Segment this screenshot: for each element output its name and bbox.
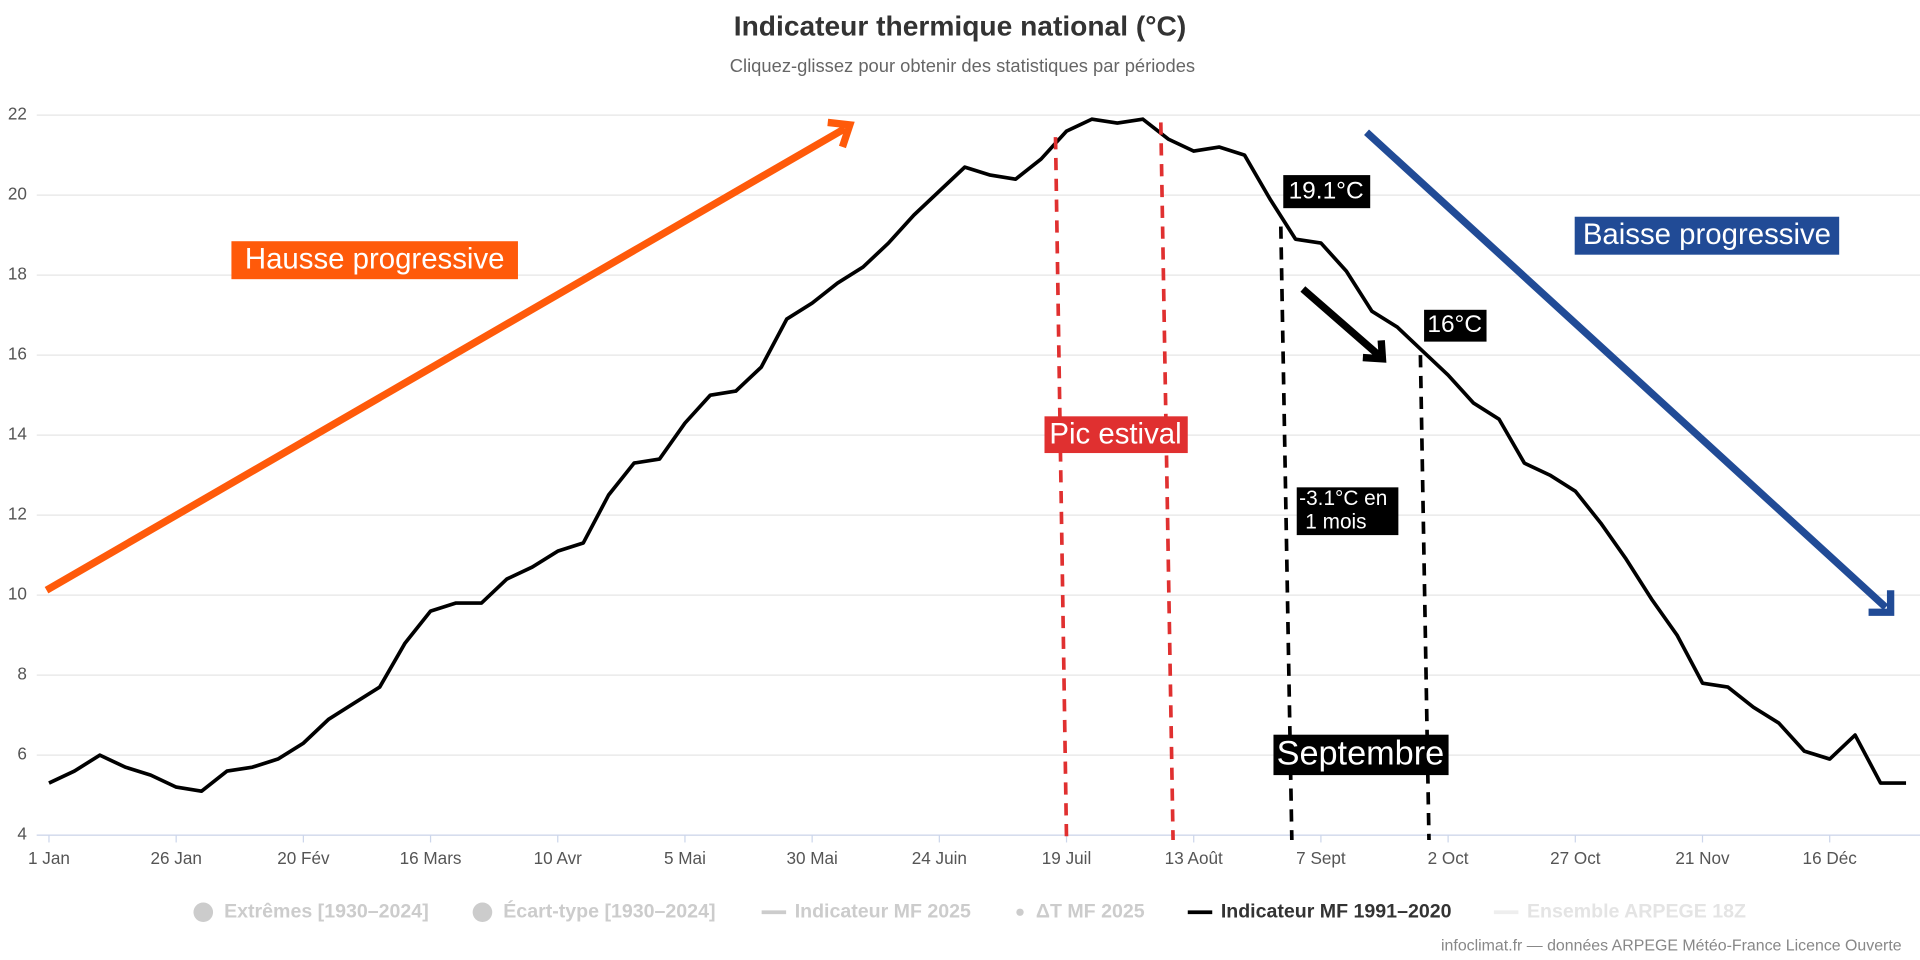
- x-tick-label: 30 Mai: [786, 848, 837, 868]
- label-box: [1044, 416, 1188, 454]
- y-tick-label: 22: [8, 104, 27, 124]
- credit: infoclimat.fr — données ARPEGE Météo-Fra…: [1441, 938, 1902, 955]
- x-tick-label: 13 Août: [1165, 848, 1223, 868]
- line: [48, 117, 1907, 793]
- dashed-line: [1158, 122, 1175, 841]
- x-tick-label: 7 Sept: [1296, 848, 1346, 868]
- x-tick-label: 5 Mai: [664, 848, 706, 868]
- annotation: Septembre: [1277, 735, 1445, 773]
- legend-item[interactable]: Indicateur MF 1991–2020: [1187, 900, 1452, 922]
- x-tick-label: 10 Avr: [534, 848, 583, 868]
- arrow: [1364, 129, 1889, 611]
- label-box: [1574, 216, 1840, 255]
- annotation: 16°C: [1427, 311, 1482, 338]
- legend-item[interactable]: ΔT MF 2025: [1016, 900, 1145, 922]
- annotation: 19.1°C: [1289, 178, 1364, 205]
- legend-label: Écart-type [1930–2024]: [503, 899, 715, 922]
- x-tick-label: 1 Jan: [28, 848, 70, 868]
- legend-label: Ensemble ARPEGE 18Z: [1527, 900, 1746, 922]
- x-tick-label: 2 Oct: [1428, 848, 1469, 868]
- dashed-line: [1053, 137, 1069, 841]
- y-tick-label: 6: [17, 744, 27, 764]
- annotations: Hausse progressive Baisse progressive Pi…: [44, 118, 1895, 841]
- label-box: [1273, 734, 1449, 776]
- legend-label: Indicateur MF 1991–2020: [1221, 900, 1452, 922]
- legend-label: ΔT MF 2025: [1036, 900, 1145, 922]
- legend-symbol: [1016, 908, 1024, 916]
- legend: Extrêmes [1930–2024] Écart-type [1930–202…: [193, 899, 1746, 922]
- legend-item[interactable]: Ensemble ARPEGE 18Z: [1493, 900, 1746, 922]
- x-tick-label: 24 Juin: [912, 848, 967, 868]
- arrow: [1300, 286, 1383, 360]
- y-tick-label: 4: [17, 824, 27, 844]
- label-box: [1296, 487, 1399, 536]
- plot: [48, 117, 1907, 793]
- legend-item[interactable]: Écart-type [1930–2024]: [472, 899, 716, 923]
- arrow: [44, 125, 847, 594]
- y-tick-label: 14: [8, 424, 28, 444]
- annotation: Baisse progressive: [1583, 218, 1831, 251]
- y-tick-label: 12: [8, 504, 27, 524]
- x-tick-label: 19 Juil: [1042, 848, 1092, 868]
- legend-item[interactable]: Indicateur MF 2025: [761, 900, 971, 922]
- arrow-head: [1868, 590, 1895, 616]
- chart-subtitle: Cliquez-glissez pour obtenir des statist…: [730, 55, 1195, 76]
- x-tick-label: 26 Jan: [150, 848, 201, 868]
- legend-item[interactable]: Extrêmes [1930–2024]: [193, 900, 429, 923]
- annotation: Hausse progressive: [245, 243, 505, 276]
- label-box: [1424, 309, 1487, 342]
- x-tick-label: 16 Déc: [1803, 848, 1858, 868]
- y-tick-label: 10: [8, 584, 27, 604]
- x-tick-label: 21 Nov: [1675, 848, 1730, 868]
- y-tick-label: 16: [8, 344, 27, 364]
- y-tick-label: 8: [17, 664, 27, 684]
- x-tick-label: 16 Mars: [400, 848, 462, 868]
- annotation: 1 mois: [1305, 510, 1366, 533]
- label-box: [231, 241, 518, 280]
- legend-symbol: [472, 902, 493, 923]
- chart-title: Indicateur thermique national (°C): [734, 11, 1186, 42]
- annotation: -3.1°C en: [1299, 487, 1387, 510]
- legend-symbol: [193, 902, 214, 923]
- label-box: [1283, 175, 1371, 209]
- y-tick-label: 20: [8, 184, 27, 204]
- legend-label: Extrêmes [1930–2024]: [224, 900, 429, 922]
- arrow-head: [827, 118, 855, 149]
- x-tick-label: 20 Fév: [277, 848, 330, 868]
- arrow-head: [1362, 340, 1387, 363]
- annotation: Pic estival: [1049, 418, 1181, 451]
- legend-label: Indicateur MF 2025: [795, 900, 971, 922]
- x-tick-label: 27 Oct: [1550, 848, 1601, 868]
- y-tick-label: 18: [8, 264, 27, 284]
